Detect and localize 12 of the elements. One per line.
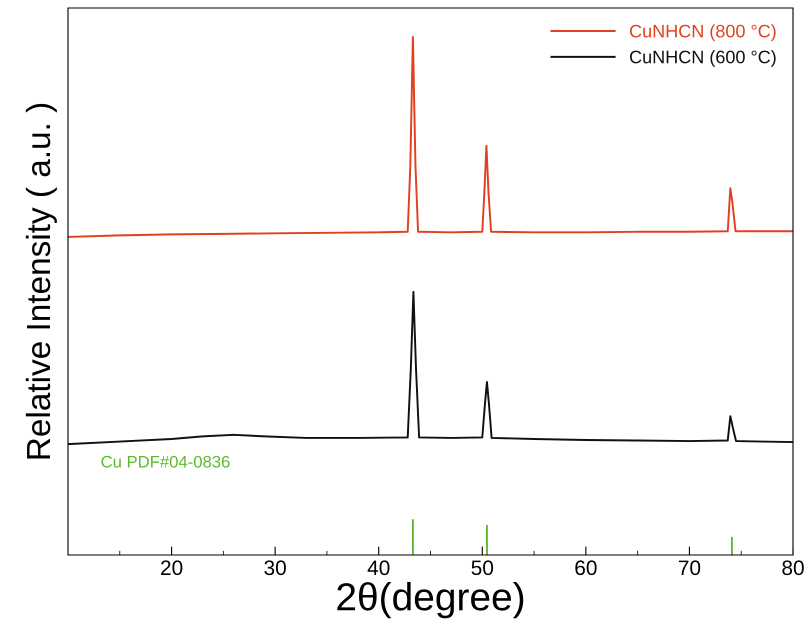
x-tick-label: 60 xyxy=(575,560,597,576)
x-tick-label: 50 xyxy=(472,560,494,576)
y-axis-title: Relative Intensity ( a.u. ) xyxy=(26,104,57,458)
legend-label: CuNHCN (800 °C) xyxy=(630,24,776,42)
x-tick-label: 70 xyxy=(678,560,700,576)
x-tick-label: 40 xyxy=(368,560,390,576)
annotation: Cu PDF#04-0836 xyxy=(101,456,230,468)
x-axis-title: 2θ(degree) xyxy=(337,582,524,618)
legend-label: CuNHCN (600 °C) xyxy=(630,50,776,67)
x-tick-label: 30 xyxy=(264,560,286,576)
x-tick-label: 80 xyxy=(782,560,804,576)
x-tick-label: 20 xyxy=(161,560,182,576)
